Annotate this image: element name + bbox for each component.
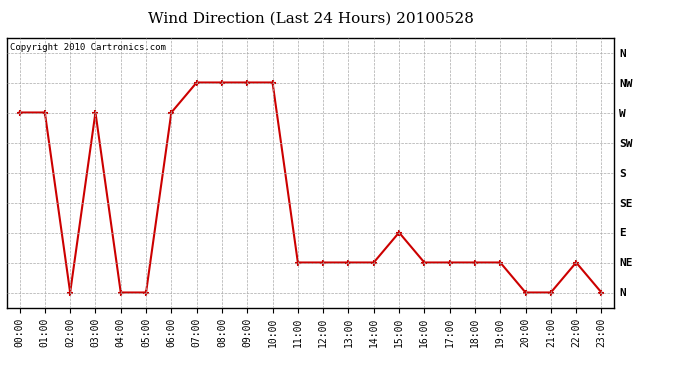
Text: Copyright 2010 Cartronics.com: Copyright 2010 Cartronics.com [10, 43, 166, 52]
Text: Wind Direction (Last 24 Hours) 20100528: Wind Direction (Last 24 Hours) 20100528 [148, 11, 473, 25]
